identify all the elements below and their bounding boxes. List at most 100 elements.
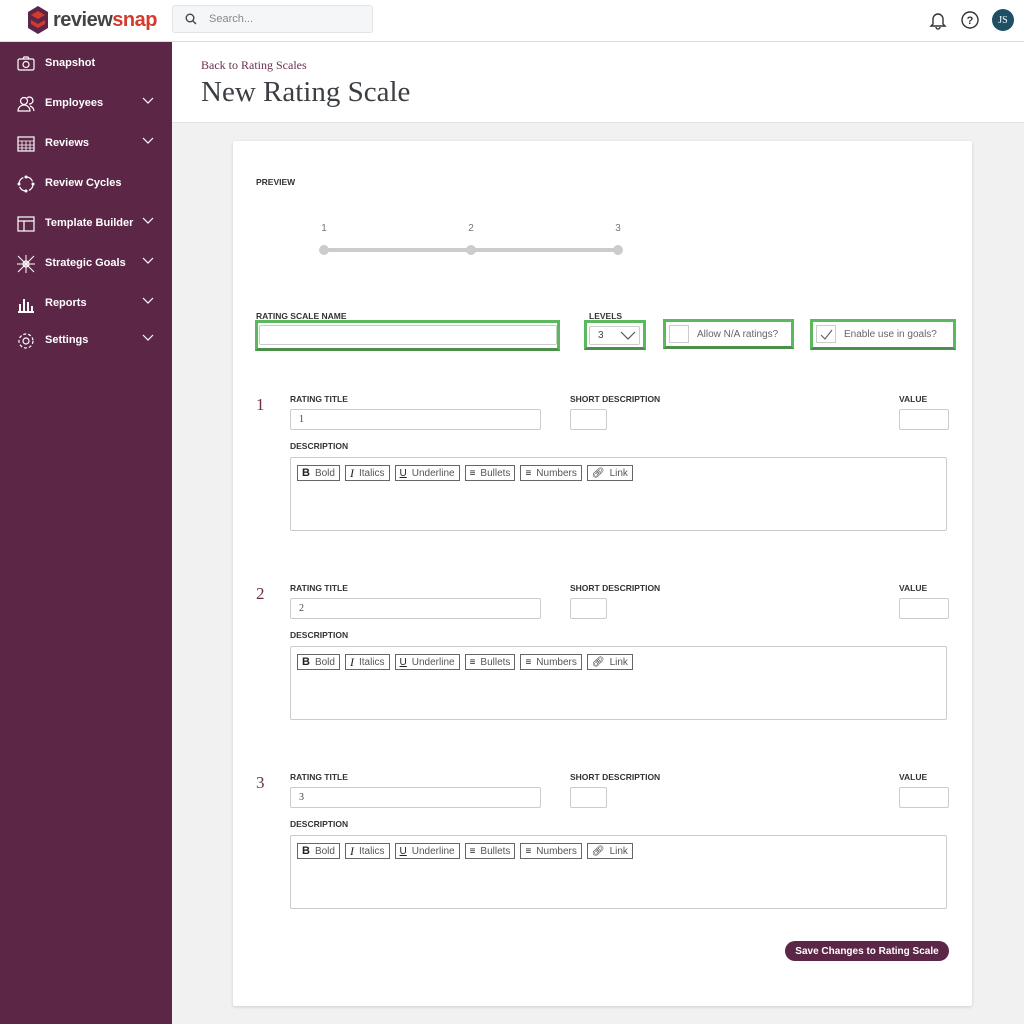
sidebar-item-reviews[interactable]: Reviews bbox=[0, 128, 172, 158]
rating-number: 3 bbox=[256, 773, 265, 792]
sidebar-item-label: Snapshot bbox=[45, 57, 96, 69]
sidebar-item-label: Review Cycles bbox=[45, 177, 122, 189]
sidebar-item-employees[interactable]: Employees bbox=[0, 88, 172, 118]
description-editor[interactable]: B Bold I Italics U Underline ≡ Bullets ≡ Numbers 🔗… bbox=[290, 457, 947, 531]
italics-button[interactable]: I Italics bbox=[344, 843, 390, 859]
levels-select[interactable]: 3 bbox=[589, 326, 640, 345]
description-editor[interactable]: B Bold I Italics U Underline ≡ Bullets ≡ Numbers 🔗… bbox=[290, 835, 947, 909]
link-button[interactable]: 🔗︎ Link bbox=[586, 843, 633, 859]
sidebar-item-review-cycles[interactable]: Review Cycles bbox=[0, 168, 172, 198]
value-input[interactable] bbox=[899, 409, 949, 430]
short-description-input[interactable] bbox=[570, 598, 607, 619]
description-editor[interactable]: B Bold I Italics U Underline ≡ Bullets ≡ Numbers 🔗… bbox=[290, 646, 947, 720]
svg-text:?: ? bbox=[967, 15, 974, 27]
link-button[interactable]: 🔗︎ Link bbox=[586, 654, 633, 670]
preview-point bbox=[613, 245, 623, 255]
rating-title-label: RATING TITLE bbox=[290, 583, 348, 593]
chevron-down-icon[interactable] bbox=[142, 217, 154, 225]
sidebar-item-snapshot[interactable]: Snapshot bbox=[0, 48, 172, 78]
numbers-button[interactable]: ≡ Numbers bbox=[520, 843, 582, 859]
description-label: DESCRIPTION bbox=[290, 630, 349, 640]
underline-button[interactable]: U Underline bbox=[394, 654, 460, 670]
search-input[interactable]: Search... bbox=[172, 5, 373, 33]
short-description-input[interactable] bbox=[570, 409, 607, 430]
sidebar-item-template-builder[interactable]: Template Builder bbox=[0, 208, 172, 238]
link-icon: 🔗︎ bbox=[591, 845, 605, 857]
rating-scale-name-label: RATING SCALE NAME bbox=[256, 311, 347, 321]
numbers-icon: ≡ bbox=[525, 656, 532, 668]
editor-toolbar: B Bold I Italics U Underline ≡ Bullets ≡ Numbers 🔗… bbox=[297, 465, 633, 481]
short-description-input[interactable] bbox=[570, 787, 607, 808]
preview-point-label: 1 bbox=[321, 223, 327, 234]
rating-title-label: RATING TITLE bbox=[290, 394, 348, 404]
editor-toolbar: B Bold I Italics U Underline ≡ Bullets ≡ Numbers 🔗… bbox=[297, 843, 633, 859]
preview-point-label: 2 bbox=[468, 223, 474, 234]
chevron-down-icon[interactable] bbox=[142, 334, 154, 342]
preview-point-label: 3 bbox=[615, 223, 621, 234]
preview-label: PREVIEW bbox=[256, 177, 296, 187]
back-link[interactable]: Back to Rating Scales bbox=[201, 58, 307, 72]
bullets-button[interactable]: ≡ Bullets bbox=[464, 465, 516, 481]
allow-na-checkbox[interactable]: Allow N/A ratings? bbox=[669, 325, 778, 343]
chevron-down-icon[interactable] bbox=[142, 257, 154, 265]
italics-button[interactable]: I Italics bbox=[344, 465, 390, 481]
save-rating-scale-button[interactable]: Save Changes to Rating Scale bbox=[785, 941, 949, 961]
chart-icon bbox=[18, 299, 34, 313]
bold-button[interactable]: B Bold bbox=[297, 843, 340, 859]
short-description-label: SHORT DESCRIPTION bbox=[570, 583, 661, 593]
numbers-button[interactable]: ≡ Numbers bbox=[520, 654, 582, 670]
chevron-down-icon[interactable] bbox=[142, 297, 154, 305]
underline-icon: U bbox=[399, 656, 407, 668]
italics-button[interactable]: I Italics bbox=[344, 654, 390, 670]
rating-scale-name-input[interactable] bbox=[259, 325, 557, 345]
bold-icon: B bbox=[302, 845, 310, 857]
value-input[interactable] bbox=[899, 787, 949, 808]
help-icon[interactable]: ? bbox=[960, 10, 980, 30]
top-header: reviewsnap Search... ? JS bbox=[0, 0, 1024, 42]
check-icon bbox=[820, 329, 833, 340]
camera-icon bbox=[17, 56, 35, 71]
checkbox-box[interactable] bbox=[816, 325, 836, 343]
sidebar-item-reports[interactable]: Reports bbox=[0, 288, 172, 318]
checkbox-box[interactable] bbox=[669, 325, 689, 343]
gear-icon bbox=[18, 333, 34, 349]
editor-toolbar: B Bold I Italics U Underline ≡ Bullets ≡ Numbers 🔗… bbox=[297, 654, 633, 670]
bullets-button[interactable]: ≡ Bullets bbox=[464, 654, 516, 670]
search-placeholder: Search... bbox=[209, 13, 254, 25]
rating-scale-form: PREVIEW 1 2 3 RATING SCALE NAME LEVELS 3 A… bbox=[233, 141, 972, 1006]
rating-title-input[interactable]: 3 bbox=[290, 787, 541, 808]
rating-number: 1 bbox=[256, 395, 265, 414]
chevron-down-icon[interactable] bbox=[142, 137, 154, 145]
underline-button[interactable]: U Underline bbox=[394, 843, 460, 859]
numbers-icon: ≡ bbox=[525, 467, 532, 479]
value-input[interactable] bbox=[899, 598, 949, 619]
link-button[interactable]: 🔗︎ Link bbox=[586, 465, 633, 481]
preview-point bbox=[319, 245, 329, 255]
short-description-label: SHORT DESCRIPTION bbox=[570, 394, 661, 404]
sidebar: Snapshot Employees Reviews Review Cycles Tem… bbox=[0, 42, 172, 1024]
sidebar-item-strategic-goals[interactable]: Strategic Goals bbox=[0, 248, 172, 278]
bell-icon[interactable] bbox=[928, 10, 948, 30]
sidebar-item-settings[interactable]: Settings bbox=[0, 325, 172, 355]
numbers-button[interactable]: ≡ Numbers bbox=[520, 465, 582, 481]
italics-icon: I bbox=[349, 465, 354, 480]
description-label: DESCRIPTION bbox=[290, 819, 349, 829]
logo[interactable]: reviewsnap bbox=[27, 5, 157, 35]
bullets-button[interactable]: ≡ Bullets bbox=[464, 843, 516, 859]
rating-title-input[interactable]: 1 bbox=[290, 409, 541, 430]
bold-button[interactable]: B Bold bbox=[297, 465, 340, 481]
cycle-icon bbox=[17, 175, 35, 193]
sidebar-item-label: Employees bbox=[45, 97, 104, 109]
bold-icon: B bbox=[302, 656, 310, 668]
underline-icon: U bbox=[399, 845, 407, 857]
avatar[interactable]: JS bbox=[992, 9, 1014, 31]
underline-button[interactable]: U Underline bbox=[394, 465, 460, 481]
bullets-icon: ≡ bbox=[469, 467, 476, 479]
levels-label: LEVELS bbox=[589, 311, 623, 321]
chevron-down-icon[interactable] bbox=[142, 97, 154, 105]
logo-icon bbox=[28, 6, 48, 34]
bold-button[interactable]: B Bold bbox=[297, 654, 340, 670]
rating-title-input[interactable]: 2 bbox=[290, 598, 541, 619]
users-icon bbox=[17, 96, 35, 112]
enable-goals-checkbox[interactable]: Enable use in goals? bbox=[816, 325, 937, 343]
